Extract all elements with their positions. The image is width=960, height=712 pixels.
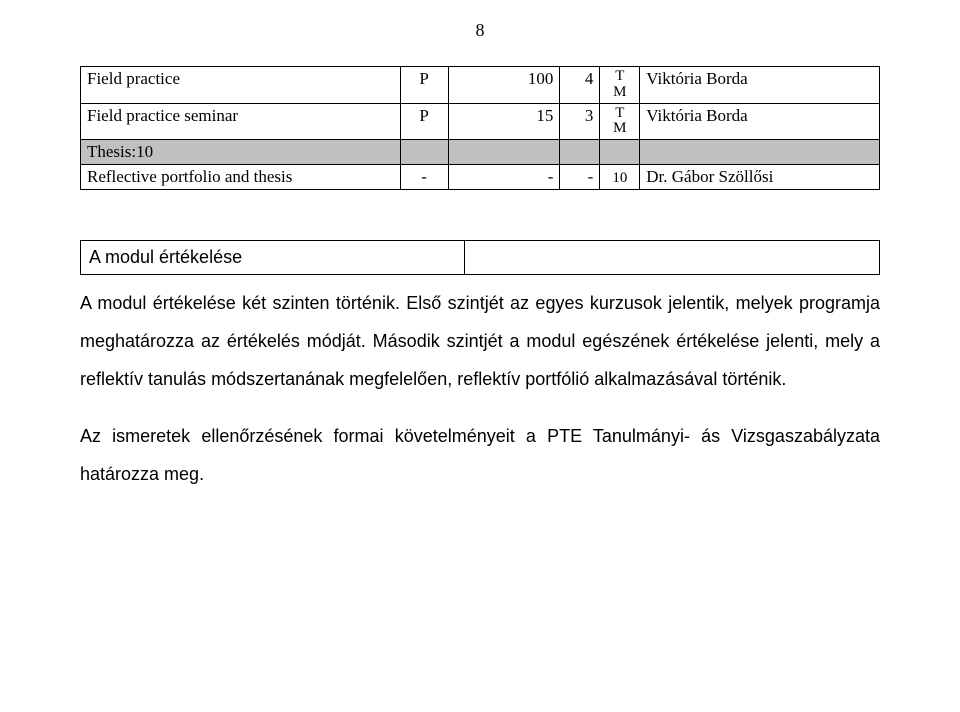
cell-person	[640, 140, 880, 165]
page-number: 8	[80, 20, 880, 41]
table-row-shaded: Thesis:10	[81, 140, 880, 165]
cell-type	[400, 140, 448, 165]
eval-heading-empty	[464, 241, 879, 275]
cell-type: -	[400, 165, 448, 190]
cell-name: Field practice	[81, 67, 401, 104]
cell-tm: T M	[600, 103, 640, 140]
table-row: Field practice P 100 4 T M Viktória Bord…	[81, 67, 880, 104]
cell-name: Field practice seminar	[81, 103, 401, 140]
cell-tm	[600, 140, 640, 165]
cell-credits: 4	[560, 67, 600, 104]
cell-credits	[560, 140, 600, 165]
cell-person: Dr. Gábor Szöllősi	[640, 165, 880, 190]
table-row: Reflective portfolio and thesis - - - 10…	[81, 165, 880, 190]
cell-name: Reflective portfolio and thesis	[81, 165, 401, 190]
eval-heading-table: A modul értékelése	[80, 240, 880, 275]
cell-hours: 100	[448, 67, 560, 104]
eval-heading: A modul értékelése	[81, 241, 465, 275]
cell-credits: 3	[560, 103, 600, 140]
body-text: A modul értékelése két szinten történik.…	[80, 285, 880, 494]
cell-person: Viktória Borda	[640, 67, 880, 104]
cell-hours: 15	[448, 103, 560, 140]
table-row: Field practice seminar P 15 3 T M Viktór…	[81, 103, 880, 140]
cell-person: Viktória Borda	[640, 103, 880, 140]
cell-name: Thesis:10	[81, 140, 401, 165]
cell-hours	[448, 140, 560, 165]
cell-tm: 10	[600, 165, 640, 190]
paragraph: A modul értékelése két szinten történik.…	[80, 285, 880, 398]
cell-credits: -	[560, 165, 600, 190]
cell-hours: -	[448, 165, 560, 190]
cell-tm: T M	[600, 67, 640, 104]
cell-type: P	[400, 103, 448, 140]
paragraph: Az ismeretek ellenőrzésének formai követ…	[80, 418, 880, 494]
course-table: Field practice P 100 4 T M Viktória Bord…	[80, 66, 880, 190]
cell-type: P	[400, 67, 448, 104]
